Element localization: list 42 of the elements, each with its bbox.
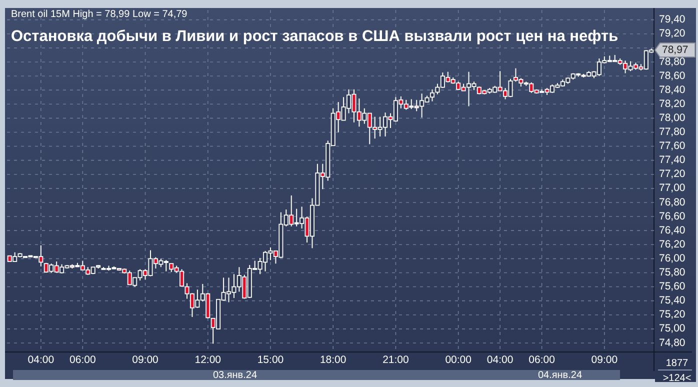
y-tick-label: 78,60 xyxy=(659,70,686,82)
annotation: 78,97 xyxy=(662,44,688,56)
y-tick-label: 75,60 xyxy=(659,280,686,293)
candlestick xyxy=(430,88,434,102)
x-tick-label: 00:00 xyxy=(445,354,472,366)
y-tick-label: 78,40 xyxy=(659,84,686,96)
y-tick-label: 76,40 xyxy=(659,224,686,236)
x-tick-label: 04:00 xyxy=(486,354,514,366)
x-tick-label: 18:00 xyxy=(320,354,346,366)
text: 03.янв.24 xyxy=(212,370,258,381)
y-tick-label: 75,40 xyxy=(659,294,686,307)
y-tick-label: 74,80 xyxy=(659,336,686,349)
y-tick-label: 76,20 xyxy=(659,238,686,250)
y-tick-label: 77,20 xyxy=(659,168,686,180)
text: >124< xyxy=(662,373,692,384)
y-tick-label: 78,20 xyxy=(659,98,686,110)
x-tick-label: 09:00 xyxy=(132,354,159,366)
text: Остановка добычи в Ливии и рост запасов в США вызвали рост цен на нефть xyxy=(11,28,618,45)
x-tick-label: 09:00 xyxy=(591,354,618,366)
text: 1877 xyxy=(666,358,689,369)
chart-subtitle: Brent oil 15M High = 78,99 Low = 74,79 xyxy=(11,9,188,20)
text: 04.янв.24 xyxy=(538,370,582,381)
y-tick-label: 75,00 xyxy=(659,322,686,335)
y-tick-label: 76,80 xyxy=(659,196,686,208)
y-tick-label: 78,00 xyxy=(659,112,686,124)
y-tick-label: 75,20 xyxy=(659,308,686,321)
x-tick-label: 21:00 xyxy=(382,354,410,366)
y-tick-label: 77,00 xyxy=(659,182,686,194)
y-tick-label: 79,20 xyxy=(659,28,686,40)
y-tick-label: 75,80 xyxy=(659,266,686,279)
x-tick-label: 04:00 xyxy=(28,354,54,366)
y-tick-label: 79,40 xyxy=(659,14,686,26)
y-tick-label: 77,60 xyxy=(659,140,686,152)
x-tick-label: 06:00 xyxy=(70,354,96,366)
x-tick-label: 06:00 xyxy=(528,354,556,366)
y-tick-label: 77,80 xyxy=(659,126,686,138)
y-tick-label: 77,40 xyxy=(659,154,686,166)
x-tick-label: 15:00 xyxy=(257,354,284,366)
y-tick-label: 76,60 xyxy=(659,210,686,222)
y-tick-label: 76,00 xyxy=(659,252,686,264)
x-tick-label: 12:00 xyxy=(194,354,222,366)
y-tick-label: 78,80 xyxy=(659,56,686,68)
